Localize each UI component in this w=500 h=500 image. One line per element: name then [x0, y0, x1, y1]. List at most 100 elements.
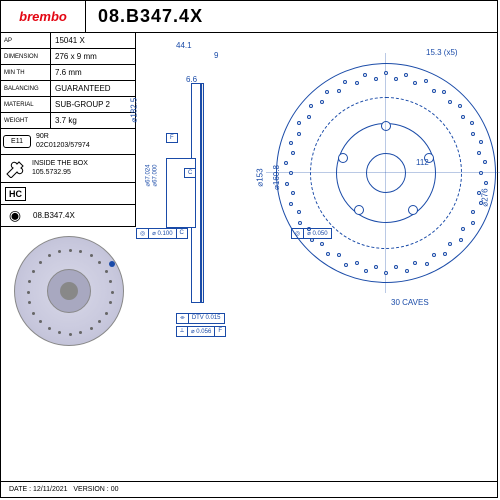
render-hole [39, 320, 42, 323]
drill-hole [285, 182, 289, 186]
box-label: INSIDE THE BOX [32, 160, 88, 167]
spec-value: 7.6 mm [51, 68, 135, 77]
render-hole [98, 320, 101, 323]
render-hole [111, 291, 114, 294]
datum-label: F [167, 134, 177, 142]
render-hole [48, 254, 51, 257]
spec-label: MATERIAL [1, 97, 51, 112]
spec-row: AP 15041 X [1, 33, 136, 49]
spec-value: SUB-GROUP 2 [51, 100, 135, 109]
dim-width2: 9 [214, 51, 218, 60]
datum-label: C [185, 169, 195, 177]
drill-hole [459, 238, 463, 242]
drill-hole [355, 81, 359, 85]
drill-hole [297, 210, 301, 214]
render-hole [105, 270, 108, 273]
spec-table: AP 15041 X DIMENSION 276 x 9 mm MIN TH 7… [1, 33, 136, 227]
render-hole [69, 249, 72, 252]
spec-row: BALANCING GUARANTEED [1, 81, 136, 97]
drill-hole [326, 252, 330, 256]
drill-hole [461, 115, 465, 119]
drill-hole [471, 210, 475, 214]
bottom-code: 08.B347.4X [29, 211, 135, 220]
gdt-symbol: ⟂ [177, 327, 188, 336]
gdt-conc2: ◎ ⌀ 0.050 [291, 228, 332, 239]
spec-row: DIMENSION 276 x 9 mm [1, 49, 136, 65]
render-hole [58, 250, 61, 253]
spec-label: DIMENSION [1, 49, 51, 64]
version-label: VERSION : [73, 486, 108, 493]
gdt-symbol: ◎ [292, 229, 304, 238]
drill-hole [432, 89, 436, 93]
box-text: INSIDE THE BOX 105.5732.95 [29, 160, 88, 177]
drill-hole [479, 140, 483, 144]
hc-row: HC [1, 183, 136, 205]
render-hole [109, 280, 112, 283]
spec-row: MIN TH 7.6 mm [1, 65, 136, 81]
spec-row: WEIGHT 3.7 kg [1, 113, 136, 129]
footer: DATE : 12/11/2021 VERSION : 00 [1, 481, 497, 497]
part-number: 08.B347.4X [98, 6, 203, 27]
dim-dia3: ⌀153 [256, 168, 265, 186]
render-hole [32, 312, 35, 315]
ece-mark-icon: E11 [3, 135, 31, 148]
box-row: INSIDE THE BOX 105.5732.95 [1, 155, 136, 183]
disc-icon: ◉ [3, 207, 27, 224]
spec-row: MATERIAL SUB-GROUP 2 [1, 97, 136, 113]
product-render [9, 231, 129, 351]
render-hole [105, 312, 108, 315]
render-hole [48, 327, 51, 330]
cert-code: 02C01203/57974 [36, 142, 90, 149]
drill-hole [337, 89, 341, 93]
spec-value: 15041 X [51, 36, 135, 45]
gdt-value: ⌀ 0.050 [304, 229, 330, 238]
dim-dia4: ⌀160.8 [272, 165, 281, 190]
footer-date: DATE : 12/11/2021 VERSION : 00 [9, 486, 119, 493]
drill-hole [458, 104, 462, 108]
render-hole [27, 291, 30, 294]
gdt-ref: F [215, 327, 225, 336]
dim-bolt-pattern: 15.3 (x5) [426, 48, 458, 57]
drill-hole [343, 80, 347, 84]
drawing-sheet: brembo 08.B347.4X AP 15041 X DIMENSION 2… [0, 0, 498, 498]
dim-bolt-circle: 112 [416, 158, 429, 167]
gdt-value: ⌀ 0.100 [149, 229, 176, 238]
header: brembo 08.B347.4X [1, 1, 497, 33]
part-number-cell: 08.B347.4X [86, 1, 497, 32]
render-hole [79, 250, 82, 253]
drill-hole [364, 269, 368, 273]
wrench-icon [3, 159, 27, 179]
spec-label: MIN TH [1, 65, 51, 80]
drill-hole [384, 71, 388, 75]
gdt-runout: ⌯ DTV 0.015 [176, 313, 225, 324]
front-view [276, 63, 496, 283]
gdt-value: DTV 0.015 [189, 314, 224, 323]
dim-width1: 44.1 [176, 41, 192, 50]
drill-hole [479, 171, 483, 175]
dim-caves: 30 CAVES [391, 298, 429, 307]
date-value: 12/11/2021 [33, 486, 68, 493]
render-hole [58, 331, 61, 334]
technical-drawing: 44.1 9 6.6 ⌀182.5 ⌀67.024 ⌀67.000 F C ◎ … [136, 33, 497, 481]
gdt-conc1: ◎ ⌀ 0.100 C [136, 228, 188, 239]
drill-hole [337, 253, 341, 257]
hc-badge: HC [5, 187, 26, 201]
drill-hole [289, 171, 293, 175]
drill-hole [344, 263, 348, 267]
drill-hole [484, 181, 488, 185]
render-hole [39, 261, 42, 264]
cert-code: 90R [36, 133, 49, 140]
date-label: DATE : [9, 486, 31, 493]
render-hole [69, 333, 72, 336]
spec-label: AP [1, 33, 51, 48]
spec-value: 276 x 9 mm [51, 52, 135, 61]
drill-hole [289, 141, 293, 145]
box-code: 105.5732.95 [32, 169, 71, 176]
datum-c: C [184, 168, 196, 178]
dim-outer-dia: ⌀276 [481, 188, 490, 206]
drill-hole [471, 221, 475, 225]
logo-cell: brembo [1, 1, 86, 32]
gdt-symbol: ⌯ [177, 314, 189, 323]
disc-image [9, 231, 129, 351]
drill-hole [432, 253, 436, 257]
